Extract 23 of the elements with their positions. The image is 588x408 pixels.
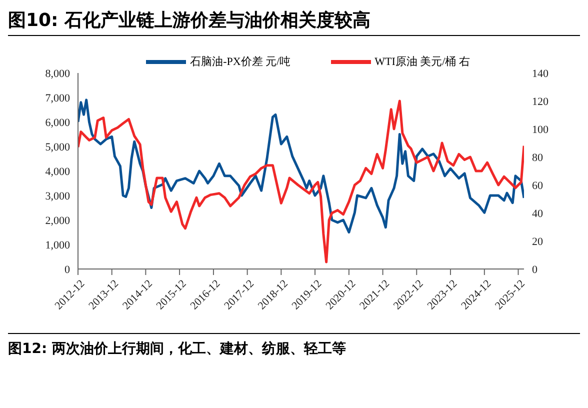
y2-tick-label: 60: [532, 180, 544, 192]
legend-label: 石脑油-PX价差 元/吨: [189, 54, 291, 69]
y-tick-label: 0: [64, 264, 70, 276]
y-tick-label: 1,000: [45, 239, 70, 252]
y2-tick-label: 40: [532, 208, 544, 220]
y-tick-label: 4,000: [45, 166, 70, 178]
y2-tick-label: 80: [532, 152, 544, 164]
y-tick-label: 8,000: [45, 68, 70, 80]
y2-tick-label: 120: [532, 96, 549, 108]
y-tick-label: 6,000: [45, 116, 70, 129]
y-tick-label: 7,000: [45, 92, 70, 104]
y2-tick-label: 0: [532, 264, 538, 276]
line-series: [78, 98, 524, 234]
line-series: [78, 100, 524, 264]
y-tick-label: 5,000: [45, 141, 70, 154]
legend-label: WTI原油 美元/桶 右: [374, 54, 470, 69]
y2-tick-label: 20: [532, 236, 544, 248]
chart-title: 图10: 石化产业链上游价差与油价相关度较高: [8, 8, 580, 36]
y2-tick-label: 140: [532, 68, 549, 80]
y2-tick-label: 100: [532, 124, 549, 136]
caption: 图12: 两次油价上行期间，化工、建材、纺服、轻工等: [8, 333, 580, 358]
y-tick-label: 3,000: [45, 190, 70, 202]
y-tick-label: 2,000: [45, 214, 70, 227]
